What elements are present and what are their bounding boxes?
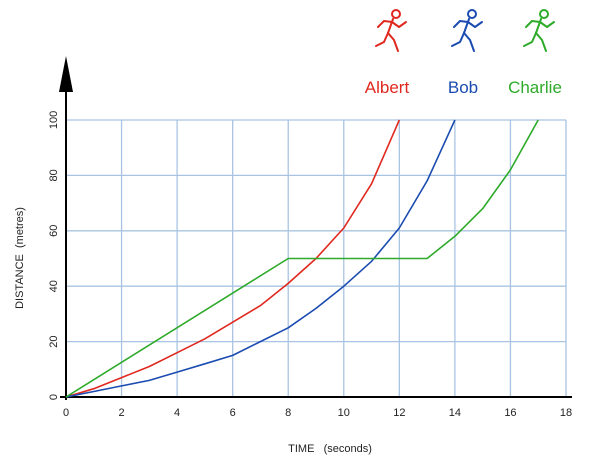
series-line-charlie xyxy=(65,119,539,398)
y-axis-title: DISTANCE (metres) xyxy=(14,207,26,309)
series-line-albert xyxy=(65,119,401,398)
legend-label-charlie: Charlie xyxy=(508,78,562,97)
y-tick-label: 20 xyxy=(48,335,60,347)
y-tick-label: 40 xyxy=(48,280,60,292)
axes xyxy=(59,56,572,400)
y-tick-label: 60 xyxy=(48,225,60,237)
x-axis-title: TIME (seconds) xyxy=(288,443,372,455)
y-tick-label: 80 xyxy=(48,169,60,181)
x-tick-label: 18 xyxy=(560,407,572,419)
legend-label-bob: Bob xyxy=(448,78,478,97)
legend: Albert Bob Charlie xyxy=(365,9,562,97)
x-tick-label: 16 xyxy=(504,407,516,419)
y-axis-arrow-icon xyxy=(59,56,73,92)
legend-label-albert: Albert xyxy=(365,78,410,97)
x-tick-label: 4 xyxy=(174,407,180,419)
running-figure-icon xyxy=(451,9,483,52)
x-tick-label: 12 xyxy=(393,407,405,419)
y-tick-label: 100 xyxy=(48,111,60,129)
x-tick-label: 8 xyxy=(285,407,291,419)
x-tick-label: 10 xyxy=(338,407,350,419)
series-line-bob xyxy=(65,119,456,398)
running-figure-icon xyxy=(375,9,407,52)
x-tick-label: 0 xyxy=(63,407,69,419)
x-tick-label: 2 xyxy=(118,407,124,419)
series-lines xyxy=(65,119,539,398)
tick-labels: 0 2 4 6 8 10 12 14 16 18 0 20 40 60 80 100 xyxy=(48,111,572,419)
running-figure-icon xyxy=(523,9,555,52)
x-tick-label: 14 xyxy=(449,407,461,419)
y-tick-label: 0 xyxy=(48,394,60,400)
x-tick-label: 6 xyxy=(230,407,236,419)
